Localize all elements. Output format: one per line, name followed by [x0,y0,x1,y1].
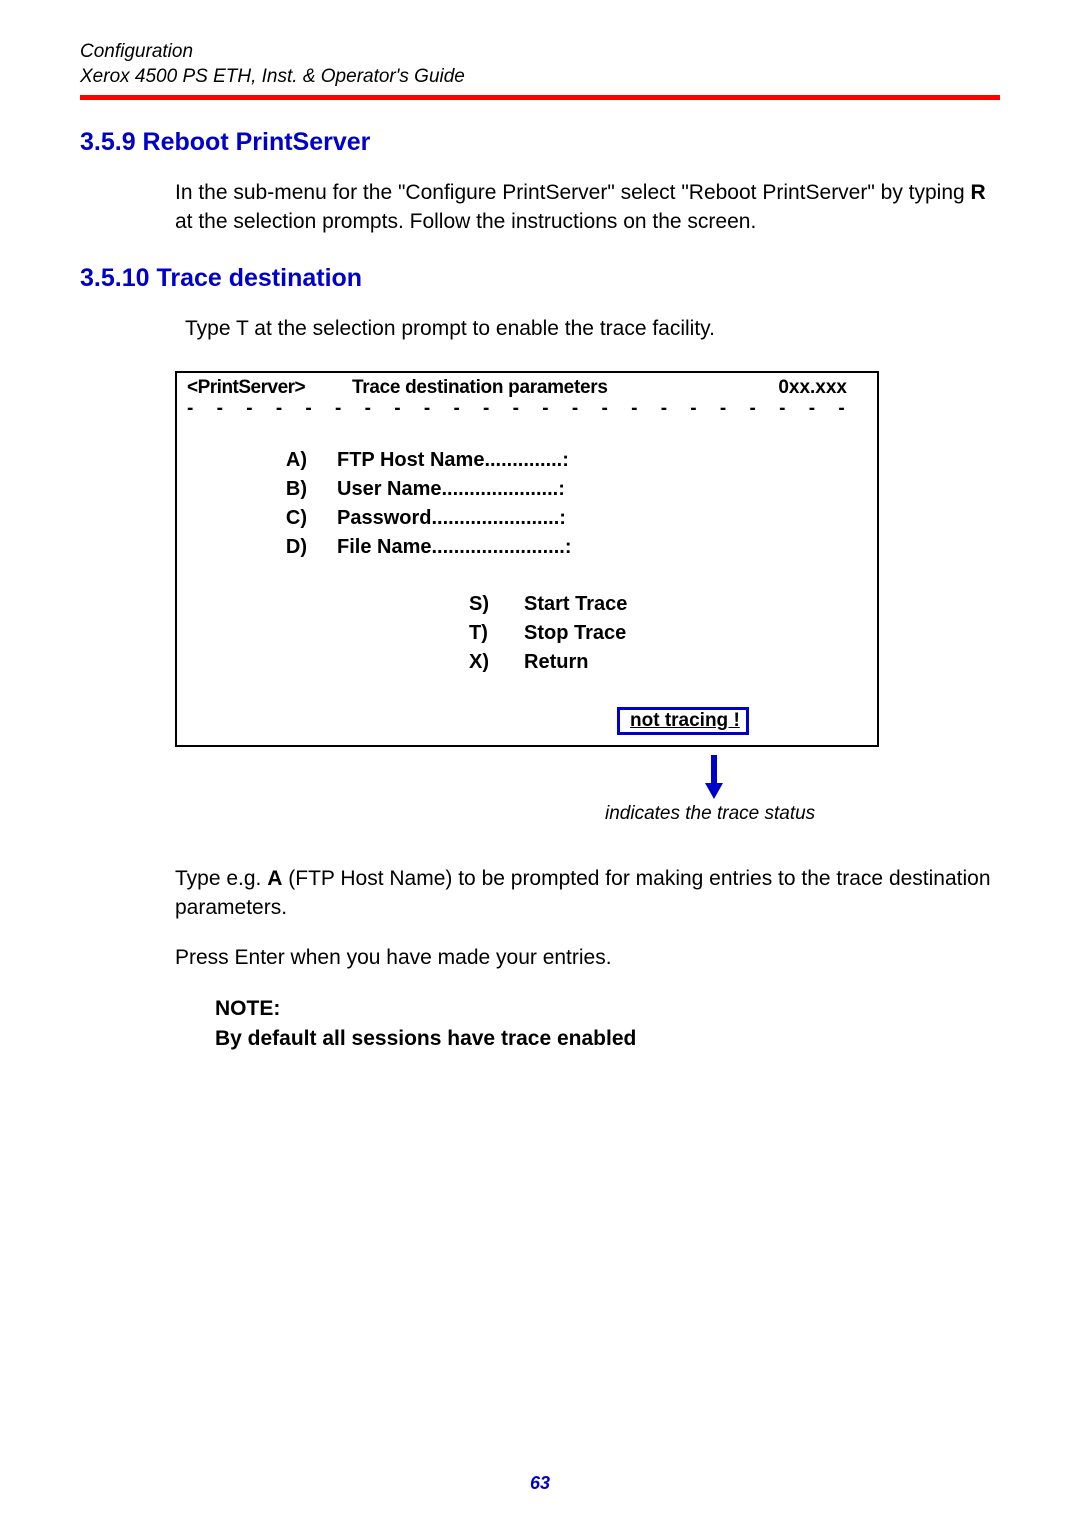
trace-status-box: not tracing ! [617,707,749,735]
header-line-2: Xerox 4500 PS ETH, Inst. & Operator's Gu… [80,65,1000,90]
reboot-text-post: at the selection prompts. Follow the ins… [175,210,756,233]
param-row: D) File Name........................: [187,533,867,562]
param-label: Password.......................: [337,504,566,533]
param-label: User Name.....................: [337,475,565,504]
terminal-dashes: - - - - - - - - - - - - - - - - - - - - … [187,399,867,418]
p1-post: (FTP Host Name) to be prompted for makin… [175,867,991,918]
param-label: File Name........................: [337,533,572,562]
terminal-params: A) FTP Host Name..............: B) User … [187,446,867,562]
reboot-key-r: R [971,181,986,204]
terminal-header: <PrintServer> Trace destination paramete… [187,377,867,399]
trace-status-text: not tracing ! [630,710,740,731]
trace-intro: Type T at the selection prompt to enable… [185,315,1000,343]
action-key: T) [469,619,499,648]
header-rule [80,95,1000,100]
action-row: T) Stop Trace [469,619,867,648]
reboot-text-pre: In the sub-menu for the "Configure Print… [175,181,971,204]
section-heading-reboot: 3.5.9 Reboot PrintServer [80,128,1000,157]
reboot-paragraph: In the sub-menu for the "Configure Print… [175,179,1000,236]
action-label: Stop Trace [524,619,626,648]
header-line-1: Configuration [80,40,1000,65]
terminal-version: 0xx.xxx [778,377,867,399]
after-terminal-p2: Press Enter when you have made your entr… [175,944,1000,972]
action-key: S) [469,590,499,619]
section-heading-trace: 3.5.10 Trace destination [80,264,1000,293]
page-number: 63 [80,1473,1000,1494]
param-key: A) [252,446,307,475]
action-key: X) [469,648,499,677]
param-row: C) Password.......................: [187,504,867,533]
page-header: Configuration Xerox 4500 PS ETH, Inst. &… [80,40,1000,89]
action-label: Return [524,648,588,677]
param-key: D) [252,533,307,562]
param-row: B) User Name.....................: [187,475,867,504]
action-label: Start Trace [524,590,627,619]
param-label: FTP Host Name..............: [337,446,569,475]
arrow-down-icon [702,753,732,801]
note-block: NOTE: By default all sessions have trace… [215,994,1000,1053]
note-body: By default all sessions have trace enabl… [215,1024,1000,1053]
terminal-box: <PrintServer> Trace destination paramete… [175,371,879,747]
trace-status-caption: indicates the trace status [605,803,1000,825]
status-arrow [620,755,1000,803]
terminal-prompt: <PrintServer> [187,377,352,399]
note-title: NOTE: [215,994,1000,1023]
action-row: X) Return [469,648,867,677]
param-row: A) FTP Host Name..............: [187,446,867,475]
terminal-actions: S) Start Trace T) Stop Trace X) Return [469,590,867,677]
terminal-title: Trace destination parameters [352,377,778,399]
action-row: S) Start Trace [469,590,867,619]
after-terminal-p1: Type e.g. A (FTP Host Name) to be prompt… [175,865,1000,922]
param-key: B) [252,475,307,504]
p1-pre: Type e.g. [175,867,267,890]
p1-key-a: A [267,867,282,890]
param-key: C) [252,504,307,533]
